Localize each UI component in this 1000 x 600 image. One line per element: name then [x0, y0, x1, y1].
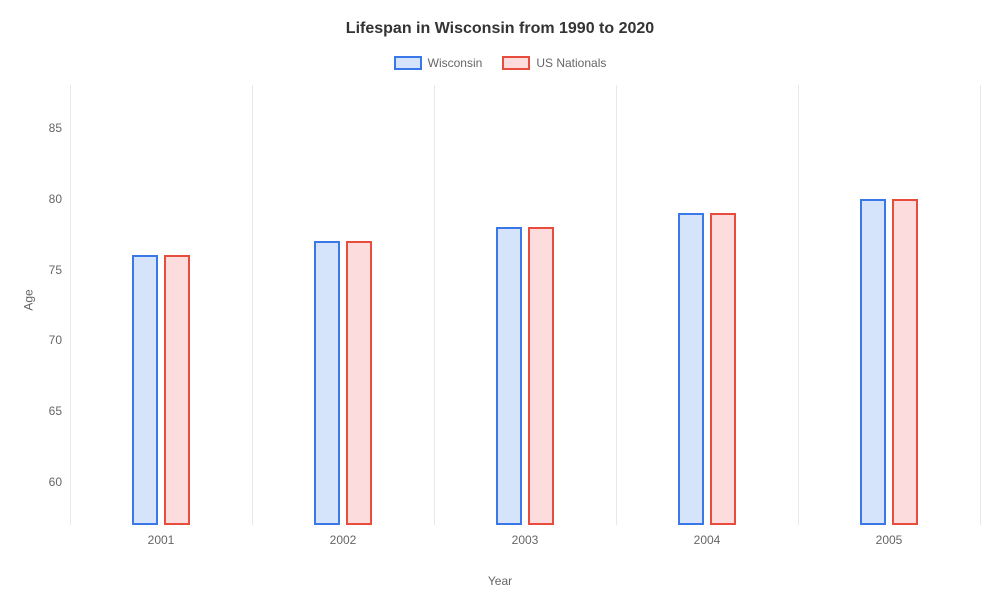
x-tick-label: 2002: [330, 533, 357, 547]
y-tick-label: 70: [49, 333, 62, 347]
bar: [314, 241, 340, 525]
x-tick-label: 2001: [148, 533, 175, 547]
bar: [496, 227, 522, 525]
bar: [132, 255, 158, 525]
grid-line-vertical: [434, 85, 435, 525]
chart-title: Lifespan in Wisconsin from 1990 to 2020: [0, 0, 1000, 38]
grid-line-vertical: [798, 85, 799, 525]
bar: [528, 227, 554, 525]
bar: [164, 255, 190, 525]
bar: [710, 213, 736, 525]
grid-line-vertical: [252, 85, 253, 525]
x-tick-label: 2003: [512, 533, 539, 547]
y-axis-label: Age: [22, 289, 36, 310]
legend-label: US Nationals: [536, 56, 606, 70]
legend-label: Wisconsin: [428, 56, 483, 70]
bar: [892, 199, 918, 525]
grid-line-vertical: [70, 85, 71, 525]
x-tick-label: 2004: [694, 533, 721, 547]
chart-container: Lifespan in Wisconsin from 1990 to 2020 …: [0, 0, 1000, 600]
x-tick-label: 2005: [876, 533, 903, 547]
y-tick-label: 65: [49, 404, 62, 418]
y-tick-label: 80: [49, 192, 62, 206]
legend-item-us-nationals: US Nationals: [502, 56, 606, 70]
grid-line-vertical: [980, 85, 981, 525]
bar: [678, 213, 704, 525]
x-axis-label: Year: [488, 574, 512, 588]
y-tick-label: 85: [49, 121, 62, 135]
grid-line-vertical: [616, 85, 617, 525]
y-tick-label: 60: [49, 475, 62, 489]
legend: Wisconsin US Nationals: [0, 56, 1000, 70]
legend-item-wisconsin: Wisconsin: [394, 56, 483, 70]
y-tick-label: 75: [49, 263, 62, 277]
bar: [346, 241, 372, 525]
legend-swatch-wisconsin: [394, 56, 422, 70]
legend-swatch-us-nationals: [502, 56, 530, 70]
plot-area: 20012002200320042005606570758085: [70, 85, 980, 525]
bar: [860, 199, 886, 525]
